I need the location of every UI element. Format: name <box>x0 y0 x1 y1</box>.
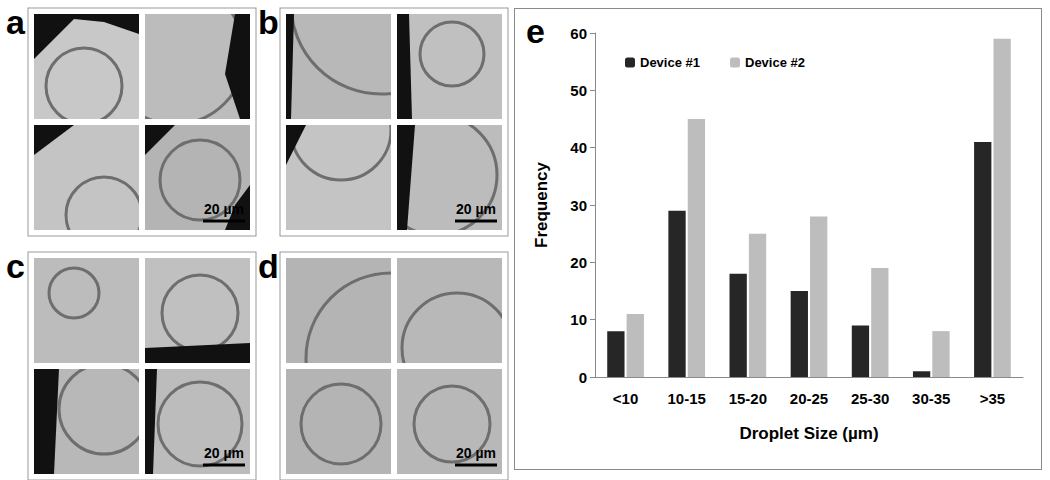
svg-text:<10: <10 <box>613 390 638 407</box>
svg-text:b: b <box>258 3 279 41</box>
svg-text:20 µm: 20 µm <box>204 445 244 461</box>
svg-text:20 µm: 20 µm <box>456 445 496 461</box>
svg-text:50: 50 <box>570 82 587 99</box>
svg-text:10: 10 <box>570 311 587 328</box>
svg-text:20 µm: 20 µm <box>456 201 496 217</box>
svg-text:30: 30 <box>570 197 587 214</box>
svg-text:20-25: 20-25 <box>790 390 828 407</box>
svg-text:10-15: 10-15 <box>668 390 706 407</box>
svg-text:c: c <box>6 247 25 285</box>
svg-text:e: e <box>526 12 545 50</box>
svg-text:15-20: 15-20 <box>729 390 767 407</box>
svg-text:Frequency: Frequency <box>532 161 551 248</box>
svg-text:d: d <box>258 247 279 285</box>
svg-text:Device #1: Device #1 <box>640 55 700 70</box>
svg-text:Device #2: Device #2 <box>745 55 805 70</box>
svg-text:20: 20 <box>570 254 587 271</box>
svg-text:30-35: 30-35 <box>912 390 950 407</box>
svg-text:60: 60 <box>570 25 587 42</box>
svg-text:a: a <box>6 3 26 41</box>
svg-text:0: 0 <box>579 369 587 386</box>
svg-text:25-30: 25-30 <box>851 390 889 407</box>
svg-text:>35: >35 <box>980 390 1005 407</box>
svg-text:20 µm: 20 µm <box>204 201 244 217</box>
svg-text:40: 40 <box>570 139 587 156</box>
svg-text:Droplet Size (µm): Droplet Size (µm) <box>739 424 878 443</box>
